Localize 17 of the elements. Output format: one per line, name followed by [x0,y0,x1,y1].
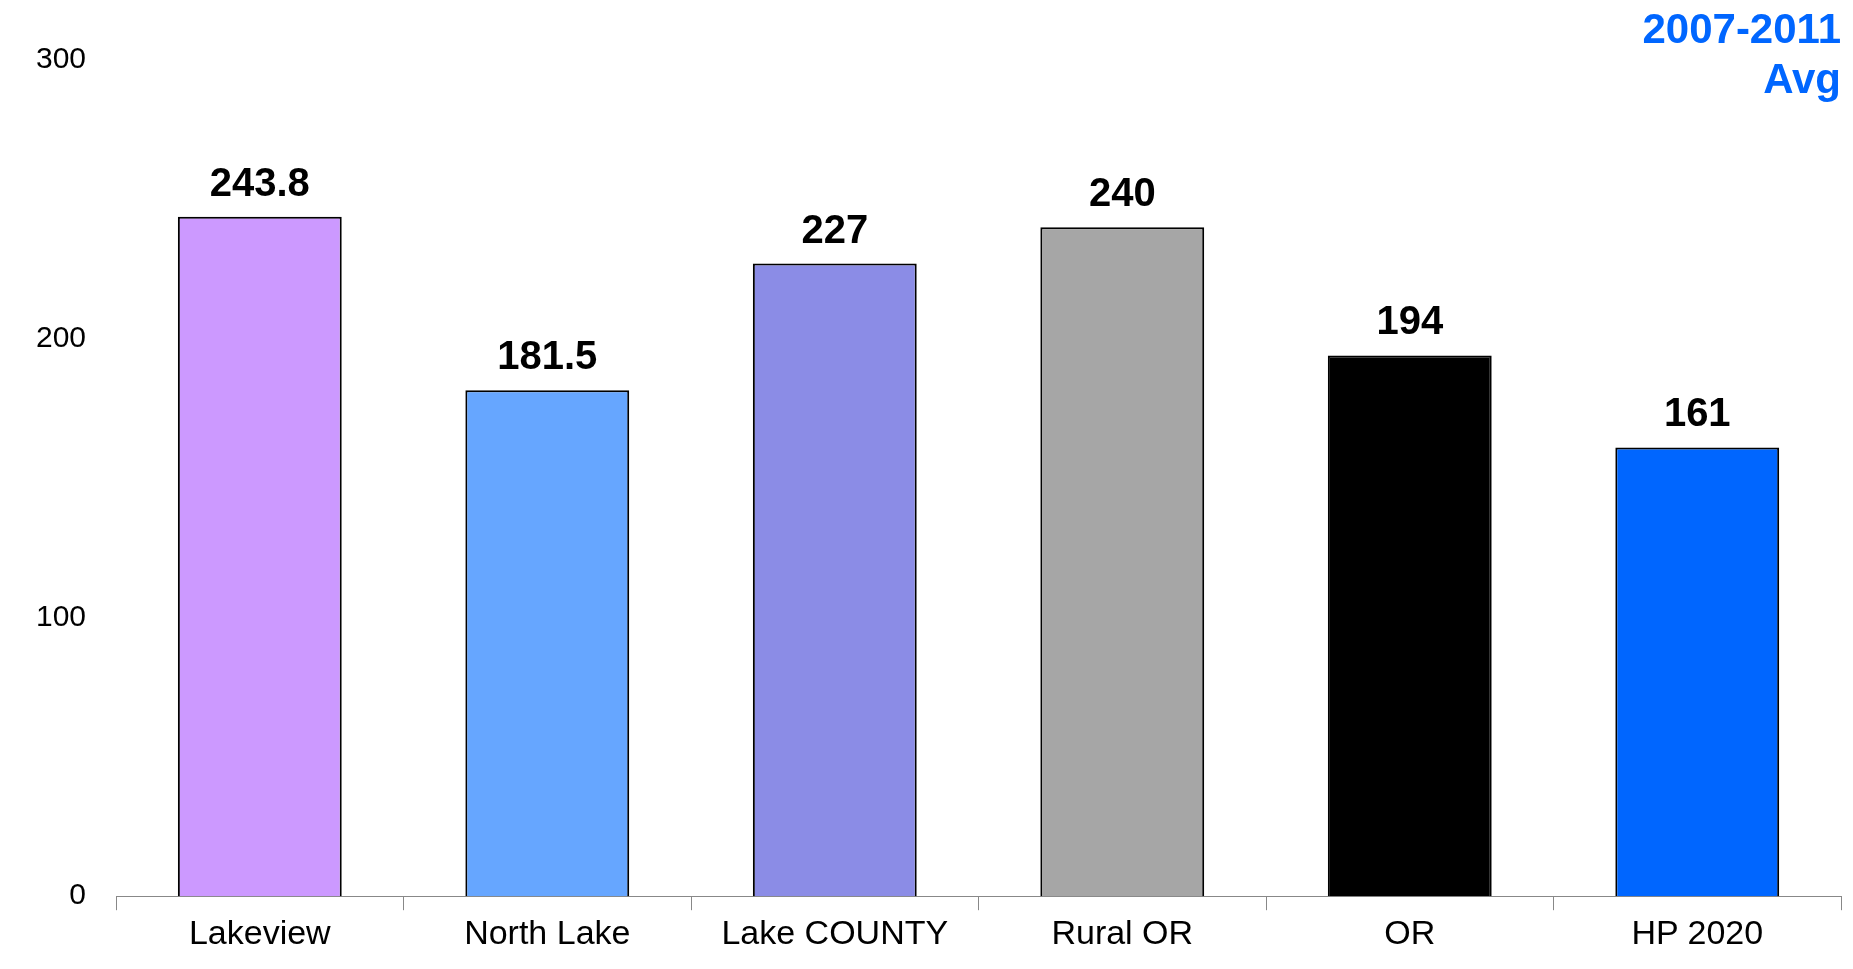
x-tick-label: Lake COUNTY [721,912,949,951]
data-label: 181.5 [497,333,598,378]
data-label: 161 [1663,390,1731,435]
data-label: 194 [1376,298,1444,343]
y-tick-label: 200 [35,320,87,353]
data-label: 227 [801,206,869,251]
x-tick-label: Rural OR [1051,912,1194,951]
y-tick-label: 300 [35,41,87,75]
x-tick-label: HP 2020 [1631,912,1764,951]
data-label: 243.8 [209,159,310,204]
y-tick-label: 0 [69,877,87,911]
x-tick-label: Lakeview [188,912,332,951]
x-tick-label: OR [1384,912,1436,951]
y-tick-label: 100 [35,598,87,632]
x-tick-label: North Lake [464,912,631,951]
data-label: 240 [1088,170,1156,215]
chart-title: 2007-2011 Avg [1641,4,1841,104]
